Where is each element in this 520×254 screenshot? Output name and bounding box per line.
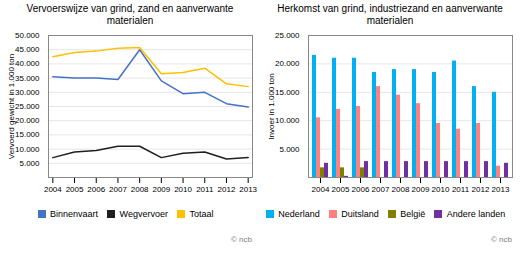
svg-text:5.000: 5.000 <box>279 145 300 154</box>
svg-text:2008: 2008 <box>392 185 410 194</box>
svg-text:2007: 2007 <box>109 185 127 194</box>
html-text:Duitsland: Duitsland <box>341 208 379 219</box>
svg-text:45.000: 45.000 <box>15 45 40 54</box>
svg-text:Invoer in 1.000 ton: Invoer in 1.000 ton <box>267 73 276 139</box>
svg-text:2005: 2005 <box>66 185 84 194</box>
svg-text:2008: 2008 <box>131 185 149 194</box>
svg-text:2011: 2011 <box>196 185 214 194</box>
html-text:Nederland: Nederland <box>278 208 320 219</box>
html-text:Totaal: Totaal <box>189 208 214 219</box>
svg-text:35.000: 35.000 <box>15 74 40 83</box>
svg-text:Vervoerd gewicht in 1.000 ton: Vervoerd gewicht in 1.000 ton <box>7 54 16 159</box>
html-text:© ncb: © ncb <box>231 234 252 244</box>
svg-text:2009: 2009 <box>152 185 170 194</box>
html-text:Wegvervoer: Wegvervoer <box>119 208 168 219</box>
svg-text:2009: 2009 <box>412 185 430 194</box>
svg-text:2004: 2004 <box>44 185 62 194</box>
svg-text:20.000: 20.000 <box>15 116 40 125</box>
svg-text:2013: 2013 <box>492 185 510 194</box>
svg-text:30.000: 30.000 <box>15 88 40 97</box>
html-text:Herkomst van grind, industriez: Herkomst van grind, industriezand en aan… <box>277 3 503 26</box>
svg-text:2004: 2004 <box>312 185 330 194</box>
svg-text:25.000: 25.000 <box>275 31 300 40</box>
html-text:België: België <box>400 208 426 219</box>
svg-text:2005: 2005 <box>332 185 350 194</box>
svg-text:2012: 2012 <box>218 185 236 194</box>
svg-text:25.000: 25.000 <box>15 102 40 111</box>
svg-text:20.000: 20.000 <box>275 59 300 68</box>
svg-text:50.000: 50.000 <box>15 31 40 40</box>
svg-text:15.000: 15.000 <box>275 88 300 97</box>
svg-text:2007: 2007 <box>372 185 390 194</box>
html-text:Binnenvaart: Binnenvaart <box>50 208 99 219</box>
svg-text:10.000: 10.000 <box>275 116 300 125</box>
svg-text:2011: 2011 <box>452 185 470 194</box>
svg-text:5.000: 5.000 <box>19 159 40 168</box>
svg-text:2012: 2012 <box>472 185 490 194</box>
html-text:Vervoerswijze van grind, zand: Vervoerswijze van grind, zand en aanverw… <box>26 3 234 26</box>
html-text:© ncb: © ncb <box>491 234 512 244</box>
svg-text:2006: 2006 <box>352 185 370 194</box>
svg-text:2006: 2006 <box>87 185 105 194</box>
svg-text:2013: 2013 <box>239 185 257 194</box>
svg-text:15.000: 15.000 <box>15 130 40 139</box>
svg-text:10.000: 10.000 <box>15 145 40 154</box>
svg-text:40.000: 40.000 <box>15 59 40 68</box>
svg-text:2010: 2010 <box>174 185 192 194</box>
svg-text:2010: 2010 <box>432 185 450 194</box>
html-text:Andere landen: Andere landen <box>446 208 506 219</box>
